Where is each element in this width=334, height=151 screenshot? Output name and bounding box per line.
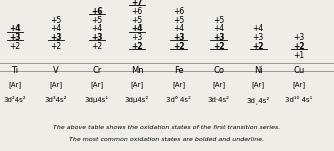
Text: Cu: Cu bbox=[293, 66, 305, 75]
Text: 3d¸4s²: 3d¸4s² bbox=[246, 96, 270, 104]
Text: +4: +4 bbox=[50, 24, 62, 33]
Text: 3dµ4s¹: 3dµ4s¹ bbox=[85, 96, 109, 103]
Text: [Ar]: [Ar] bbox=[90, 81, 104, 88]
Text: The most common oxidation states are bolded and underline.: The most common oxidation states are bol… bbox=[69, 137, 265, 142]
Text: 3d¹⁰ 4s¹: 3d¹⁰ 4s¹ bbox=[285, 97, 313, 103]
Text: +2: +2 bbox=[213, 42, 224, 51]
Text: +4: +4 bbox=[253, 24, 264, 33]
Text: +1: +1 bbox=[293, 51, 305, 60]
Text: [Ar]: [Ar] bbox=[49, 81, 63, 88]
Text: +2: +2 bbox=[173, 42, 184, 51]
Text: +4: +4 bbox=[91, 24, 103, 33]
Text: 3d·4s²: 3d·4s² bbox=[208, 97, 230, 103]
Text: +5: +5 bbox=[173, 16, 184, 25]
Text: Cr: Cr bbox=[92, 66, 102, 75]
Text: +3: +3 bbox=[91, 33, 103, 42]
Text: +2: +2 bbox=[91, 42, 103, 51]
Text: +2: +2 bbox=[9, 42, 21, 51]
Text: +6: +6 bbox=[173, 7, 184, 16]
Text: [Ar]: [Ar] bbox=[8, 81, 22, 88]
Text: Fe: Fe bbox=[174, 66, 183, 75]
Text: [Ar]: [Ar] bbox=[212, 81, 225, 88]
Text: +7: +7 bbox=[131, 0, 143, 7]
Text: +3: +3 bbox=[293, 33, 305, 42]
Text: Ni: Ni bbox=[254, 66, 263, 75]
Text: [Ar]: [Ar] bbox=[172, 81, 185, 88]
Text: +6: +6 bbox=[91, 7, 103, 16]
Text: [Ar]: [Ar] bbox=[252, 81, 265, 88]
Text: +2: +2 bbox=[50, 42, 62, 51]
Text: +2: +2 bbox=[131, 42, 143, 51]
Text: +2: +2 bbox=[253, 42, 264, 51]
Text: +6: +6 bbox=[131, 7, 143, 16]
Text: +3: +3 bbox=[213, 33, 224, 42]
Text: Ti: Ti bbox=[11, 66, 19, 75]
Text: +3: +3 bbox=[173, 33, 184, 42]
Text: Co: Co bbox=[213, 66, 224, 75]
Text: [Ar]: [Ar] bbox=[292, 81, 306, 88]
Text: 3d²4s²: 3d²4s² bbox=[4, 97, 26, 103]
Text: [Ar]: [Ar] bbox=[130, 81, 144, 88]
Text: +4: +4 bbox=[173, 24, 184, 33]
Text: +5: +5 bbox=[91, 16, 103, 25]
Text: 3d³4s²: 3d³4s² bbox=[45, 97, 67, 103]
Text: V: V bbox=[53, 66, 59, 75]
Text: +3: +3 bbox=[253, 33, 264, 42]
Text: +5: +5 bbox=[213, 16, 224, 25]
Text: The above table shows the oxidation states of the first transition series.: The above table shows the oxidation stat… bbox=[53, 125, 281, 130]
Text: +3: +3 bbox=[50, 33, 62, 42]
Text: +2: +2 bbox=[293, 42, 305, 51]
Text: 3d⁶ 4s²: 3d⁶ 4s² bbox=[166, 97, 191, 103]
Text: +4: +4 bbox=[131, 24, 143, 33]
Text: +3: +3 bbox=[131, 33, 143, 42]
Text: +3: +3 bbox=[9, 33, 21, 42]
Text: +5: +5 bbox=[50, 16, 62, 25]
Text: +4: +4 bbox=[9, 24, 21, 33]
Text: +4: +4 bbox=[213, 24, 224, 33]
Text: +5: +5 bbox=[131, 16, 143, 25]
Text: 3dµ4s²: 3dµ4s² bbox=[125, 96, 149, 103]
Text: Mn: Mn bbox=[131, 66, 143, 75]
